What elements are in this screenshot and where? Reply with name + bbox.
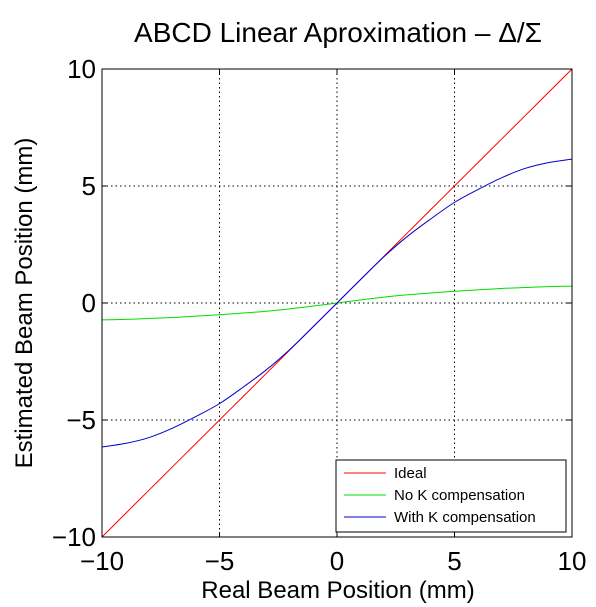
- series-layer: [101, 68, 573, 538]
- y-tick-label-3: 5: [82, 171, 96, 201]
- x-tick-label-1: −5: [205, 546, 235, 576]
- y-tick-label-0: −10: [52, 522, 96, 552]
- series-line-2: [101, 158, 573, 448]
- legend-label-1: No K compensation: [394, 487, 525, 504]
- x-tick-label-4: 10: [558, 546, 587, 576]
- tick-labels: −10 −5 0 5 10 −10 −5 0 5 10: [52, 54, 587, 576]
- legend-label-0: Ideal: [394, 465, 427, 482]
- y-tick-label-4: 10: [67, 54, 96, 84]
- chart-title: ABCD Linear Aproximation – Δ/Σ: [134, 17, 542, 48]
- legend: Ideal No K compensation With K compensatio…: [335, 459, 567, 533]
- x-tick-label-0: −10: [80, 546, 124, 576]
- x-axis-label: Real Beam Position (mm): [201, 577, 474, 604]
- legend-box: [335, 459, 567, 533]
- legend-label-2: With K compensation: [394, 509, 536, 526]
- y-tick-label-2: 0: [82, 288, 96, 318]
- y-axis-label: Estimated Beam Position (mm): [11, 138, 38, 469]
- y-tick-label-1: −5: [66, 405, 96, 435]
- x-tick-label-3: 5: [447, 546, 461, 576]
- ticks: [101, 68, 573, 538]
- x-tick-label-2: 0: [330, 546, 344, 576]
